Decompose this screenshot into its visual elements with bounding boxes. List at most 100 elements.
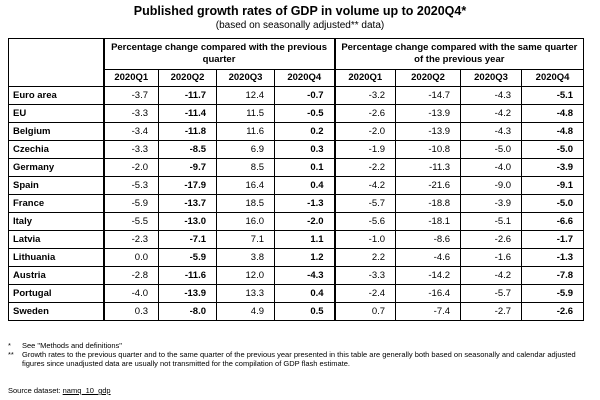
growth-value: -3.3 xyxy=(334,266,397,285)
growth-value: -0.7 xyxy=(273,86,336,105)
growth-value: -8.6 xyxy=(395,230,462,249)
table-row: Latvia -2.3 -7.1 7.1 1.1 -1.0 -8.6 -2.6 -1.7 xyxy=(8,230,585,249)
growth-value: -4.0 xyxy=(103,284,159,303)
table-body: Euro area -3.7 -11.7 12.4 -0.7 -3.2 -14.7 -4.3-… xyxy=(8,86,585,321)
growth-value: 1.1 xyxy=(273,230,336,249)
table-row: Austria -2.8 -11.6 12.0 -4.3 -3.3 -14.2 -4.2 -7.… xyxy=(8,266,585,285)
growth-value: -11.8 xyxy=(158,122,217,141)
footnote-mark: ** xyxy=(8,350,14,359)
growth-value: -11.3 xyxy=(395,158,462,177)
growth-value: -13.9 xyxy=(395,104,462,123)
growth-value: -13.7 xyxy=(158,194,217,213)
source-line: Source dataset: namq_10_gdp xyxy=(8,386,111,395)
growth-value: -9.1 xyxy=(521,176,585,195)
country-name: Lithuania xyxy=(8,248,105,267)
growth-value: -5.0 xyxy=(521,194,585,213)
source-dataset-link[interactable]: namq_10_gdp xyxy=(62,386,111,395)
table-row: Lithuania 0.0 -5.9 3.8 1.2 2.2 -4.6 -1.6 -1.3 xyxy=(8,248,585,267)
growth-value: -17.9 xyxy=(158,176,217,195)
footnotes: * See "Methods and definitions" ** Growth r… xyxy=(8,341,593,368)
growth-value: 16.0 xyxy=(216,212,275,231)
growth-value: -2.6 xyxy=(334,104,397,123)
country-name: Sweden xyxy=(8,302,105,321)
table-row: Germany -2.0 -9.7 8.5 0.1 -2.2 -11.3 -4.0 -3.9 xyxy=(8,158,585,177)
growth-value: -18.8 xyxy=(395,194,462,213)
growth-value: -13.9 xyxy=(395,122,462,141)
growth-value: 0.2 xyxy=(273,122,336,141)
footnote-text: See "Methods and definitions" xyxy=(22,341,122,350)
growth-value: -16.4 xyxy=(395,284,462,303)
growth-value: -7.8 xyxy=(521,266,585,285)
quarter-header: 2020Q3 xyxy=(460,69,523,87)
growth-value: 0.3 xyxy=(273,140,336,159)
growth-value: -4.2 xyxy=(460,104,523,123)
table-row: Spain -5.3 -17.9 16.4 0.4 -4.2 -21.6 -9.0 -9.1 xyxy=(8,176,585,195)
growth-value: -3.3 xyxy=(103,140,159,159)
growth-value: -3.9 xyxy=(521,158,585,177)
footnote: * See "Methods and definitions" xyxy=(8,341,593,350)
yoy-group-header: Percentage change compared with the same… xyxy=(334,38,585,70)
growth-value: -5.5 xyxy=(103,212,159,231)
growth-value: -4.3 xyxy=(460,86,523,105)
growth-value: -5.9 xyxy=(158,248,217,267)
growth-value: -1.3 xyxy=(273,194,336,213)
growth-value: -8.5 xyxy=(158,140,217,159)
growth-value: -3.7 xyxy=(103,86,159,105)
growth-value: -2.6 xyxy=(460,230,523,249)
quarter-header-row: 2020Q1 2020Q2 2020Q3 2020Q4 2020Q1 2020Q2 2020… xyxy=(9,69,585,87)
growth-value: -1.7 xyxy=(521,230,585,249)
quarter-header: 2020Q1 xyxy=(103,69,159,87)
quarter-header: 2020Q2 xyxy=(158,69,217,87)
growth-value: 18.5 xyxy=(216,194,275,213)
growth-value: 13.3 xyxy=(216,284,275,303)
growth-value: -13.9 xyxy=(158,284,217,303)
growth-value: -1.0 xyxy=(334,230,397,249)
quarter-header: 2020Q4 xyxy=(273,69,336,87)
group-header-row: Percentage change compared with the prev… xyxy=(8,38,585,87)
table-row: France -5.9 -13.7 18.5 -1.3 -5.7 -18.8 -3.9 -5.0 xyxy=(8,194,585,213)
growth-value: -5.0 xyxy=(460,140,523,159)
growth-value: 2.2 xyxy=(334,248,397,267)
growth-value: -11.7 xyxy=(158,86,217,105)
growth-value: -4.3 xyxy=(273,266,336,285)
growth-value: -5.9 xyxy=(521,284,585,303)
growth-value: 11.6 xyxy=(216,122,275,141)
growth-value: 0.4 xyxy=(273,176,336,195)
country-name: Germany xyxy=(8,158,105,177)
growth-value: -3.2 xyxy=(334,86,397,105)
footnote: ** Growth rates to the previous quarter a… xyxy=(8,350,593,368)
quarter-header: 2020Q3 xyxy=(216,69,275,87)
table-row: Euro area -3.7 -11.7 12.4 -0.7 -3.2 -14.7 -4.3-… xyxy=(8,86,585,105)
table-row: Czechia -3.3 -8.5 6.9 0.3 -1.9 -10.8 -5.0 -5.0 xyxy=(8,140,585,159)
growth-value: -4.2 xyxy=(334,176,397,195)
gdp-growth-table: Percentage change compared with the prev… xyxy=(8,38,585,321)
growth-value: -5.1 xyxy=(460,212,523,231)
growth-value: -1.9 xyxy=(334,140,397,159)
table-row: EU -3.3 -11.4 11.5 -0.5 -2.6 -13.9 -4.2 -4.8 xyxy=(8,104,585,123)
growth-value: -3.9 xyxy=(460,194,523,213)
growth-value: -4.8 xyxy=(521,104,585,123)
footnote-text: Growth rates to the previous quarter and… xyxy=(22,350,576,368)
growth-value: -7.1 xyxy=(158,230,217,249)
page-subtitle: (based on seasonally adjusted** data) xyxy=(215,20,385,31)
table-row: Portugal -4.0 -13.9 13.3 0.4 -2.4 -16.4 -5.7 -5.… xyxy=(8,284,585,303)
growth-value: 8.5 xyxy=(216,158,275,177)
corner-cell xyxy=(8,38,105,87)
country-name: EU xyxy=(8,104,105,123)
footnote-mark: * xyxy=(8,341,11,350)
growth-value: -2.6 xyxy=(521,302,585,321)
growth-value: -5.7 xyxy=(460,284,523,303)
country-name: Czechia xyxy=(8,140,105,159)
country-name: Latvia xyxy=(8,230,105,249)
growth-value: 6.9 xyxy=(216,140,275,159)
growth-value: -2.8 xyxy=(103,266,159,285)
growth-value: -5.0 xyxy=(521,140,585,159)
growth-value: -0.5 xyxy=(273,104,336,123)
growth-value: -2.0 xyxy=(103,158,159,177)
growth-value: -7.4 xyxy=(395,302,462,321)
growth-value: -5.6 xyxy=(334,212,397,231)
country-name: Portugal xyxy=(8,284,105,303)
table-row: Sweden 0.3 -8.0 4.9 0.5 0.7 -7.4 -2.7 -2.6 xyxy=(8,302,585,321)
growth-value: -4.8 xyxy=(521,122,585,141)
